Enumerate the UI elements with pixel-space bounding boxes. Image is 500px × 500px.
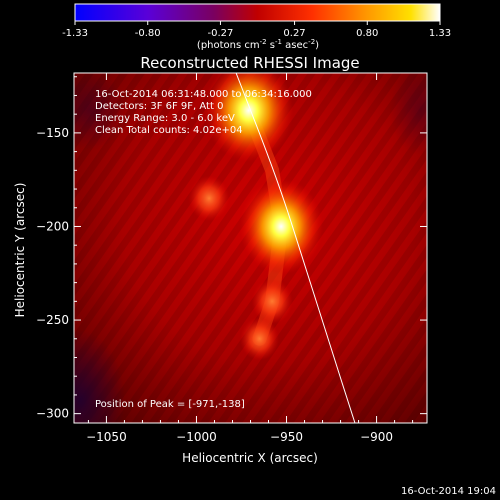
footer-timestamp: 16-Oct-2014 19:04 (401, 486, 496, 497)
emission-source (203, 73, 294, 162)
emission-source (188, 175, 230, 222)
info-time-range: 16-Oct-2014 06:31:48.000 to 06:34:16.000 (95, 89, 312, 100)
y-tick-label: −250 (36, 313, 69, 327)
colorbar-tick-label: -0.27 (208, 28, 234, 39)
info-energy: Energy Range: 3.0 - 6.0 keV (95, 113, 235, 124)
y-tick-label: −300 (36, 407, 69, 421)
colorbar-tick-label: -0.80 (135, 28, 161, 39)
y-tick-label: −150 (36, 126, 69, 140)
x-tick-label: −1000 (176, 430, 217, 444)
x-tick-label: −1050 (86, 430, 127, 444)
heatmap-image (74, 73, 427, 423)
x-tick-label: −950 (270, 430, 303, 444)
x-axis-ticks: −1050 −1000 −950 −900 (86, 73, 414, 444)
y-axis-label: Heliocentric Y (arcsec) (13, 183, 27, 318)
colorbar-tick-label: -1.33 (62, 28, 88, 39)
x-tick-label: −900 (360, 430, 393, 444)
colorbar (74, 3, 441, 22)
x-axis-label: Heliocentric X (arcsec) (182, 451, 318, 465)
y-tick-label: −200 (36, 219, 69, 233)
solar-limb (235, 73, 356, 423)
emission-source (239, 317, 280, 361)
chart-title: Reconstructed RHESSI Image (140, 54, 359, 72)
info-clean: Clean Total counts: 4.02e+04 (95, 125, 243, 136)
colorbar-tick-label: 1.33 (429, 28, 451, 39)
colorbar-units: (photons cm-2 s-1 asec-2) (197, 38, 319, 51)
colorbar-ticks: -1.33 -0.80 -0.27 0.27 0.80 1.33 (62, 21, 451, 39)
y-axis-ticks: −150 −200 −250 −300 (36, 76, 427, 421)
colorbar-tick-label: 0.80 (356, 28, 378, 39)
emission-source (239, 178, 324, 275)
colorbar-tick-label: 0.27 (283, 28, 305, 39)
emission-source (251, 278, 293, 325)
info-peak-position: Position of Peak = [-971,-138] (95, 399, 245, 410)
info-detectors: Detectors: 3F 6F 9F, Att 0 (95, 101, 223, 112)
